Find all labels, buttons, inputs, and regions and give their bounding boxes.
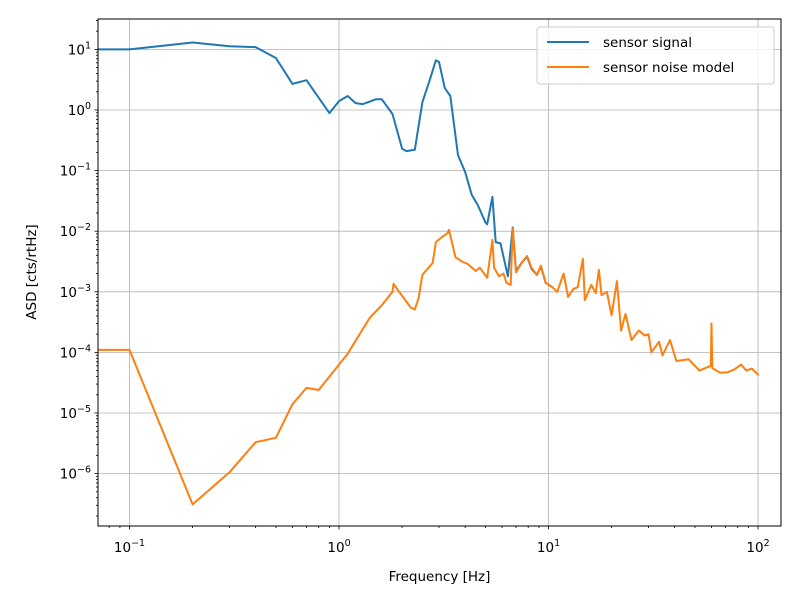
legend-box bbox=[536, 26, 775, 85]
y-tick-label: 101 bbox=[68, 40, 91, 58]
plot-frame bbox=[97, 18, 782, 527]
x-tick-label: 101 bbox=[537, 538, 560, 556]
y-tick-label: 10−6 bbox=[60, 465, 91, 483]
x-tick-label: 100 bbox=[327, 538, 350, 556]
grid-lines bbox=[98, 19, 781, 526]
plot-series bbox=[98, 41, 760, 506]
x-axis-label: Frequency [Hz] bbox=[389, 569, 491, 585]
y-tick-label: 10−5 bbox=[60, 404, 91, 422]
y-tick-label: 10−3 bbox=[60, 283, 91, 301]
x-tick-label: 102 bbox=[746, 538, 769, 556]
legend-label-sensor-noise-model: sensor noise model bbox=[603, 60, 734, 76]
series-line-sensor-noise-model bbox=[98, 227, 760, 506]
y-tick-label: 10−4 bbox=[60, 343, 91, 361]
x-tick-label: 10−1 bbox=[114, 538, 145, 556]
legend: sensor signal sensor noise model bbox=[536, 26, 775, 85]
y-tick-label: 10−2 bbox=[60, 222, 91, 240]
y-axis-label: ASD [cts/rtHz] bbox=[24, 224, 40, 319]
y-tick-label: 100 bbox=[68, 101, 91, 119]
legend-label-sensor-signal: sensor signal bbox=[603, 35, 692, 51]
x-tick-labels: 10−1 100 101 102 bbox=[114, 538, 770, 556]
y-tick-label: 10−1 bbox=[60, 162, 91, 180]
y-tick-labels: 101 100 10−1 10−2 10−3 10−4 10−5 10−6 bbox=[60, 40, 91, 482]
